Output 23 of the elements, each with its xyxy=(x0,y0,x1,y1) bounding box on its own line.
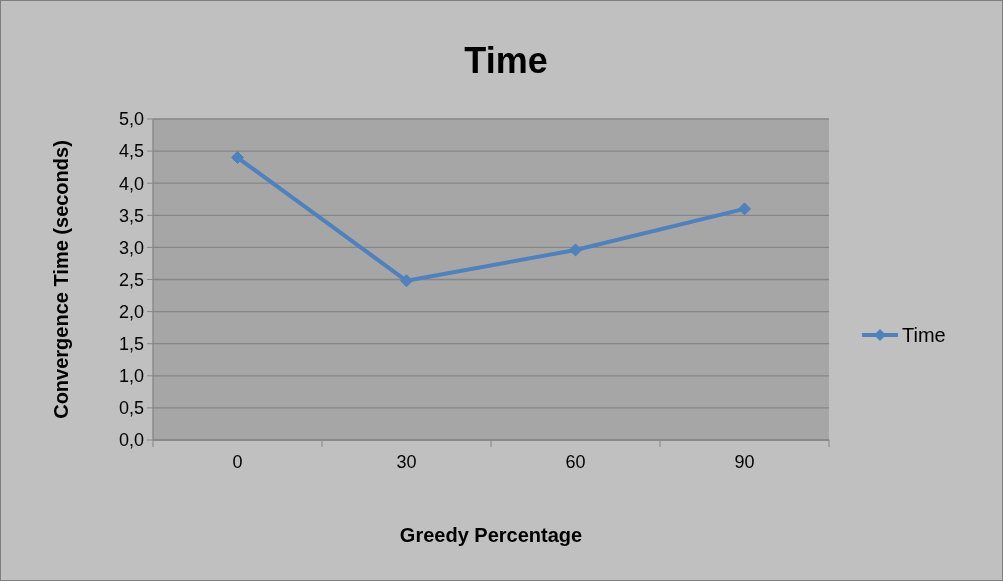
chart-title: Time xyxy=(464,39,548,81)
y-tick-label: 1,5 xyxy=(118,334,144,354)
x-tick-label: 0 xyxy=(232,452,243,473)
point xyxy=(738,202,751,216)
x-tick-label: 90 xyxy=(734,452,755,473)
x-tick-label: 60 xyxy=(565,452,586,473)
point xyxy=(569,243,582,257)
y-tick-label: 2,5 xyxy=(118,269,144,290)
y-tick-label: 0,0 xyxy=(118,430,144,451)
y-tick-label: 0,5 xyxy=(118,398,144,419)
y-tick-label: 5,0 xyxy=(118,109,144,130)
point xyxy=(231,151,244,165)
legend-label: Time xyxy=(902,324,946,346)
y-tick-label: 3,0 xyxy=(118,237,144,258)
y-tick-label: 4,5 xyxy=(118,141,144,162)
y-tick-label: 4,0 xyxy=(118,173,144,194)
x-axis-title: Greedy Percentage xyxy=(399,524,583,546)
y-tick-label: 2,0 xyxy=(118,301,144,322)
y-tick-label: 3,5 xyxy=(118,205,144,226)
point xyxy=(400,274,413,288)
y-axis-title: Convergence Time (seconds) xyxy=(50,140,72,419)
y-tick-label: 1,0 xyxy=(118,366,144,387)
x-tick-label: 30 xyxy=(396,452,417,473)
